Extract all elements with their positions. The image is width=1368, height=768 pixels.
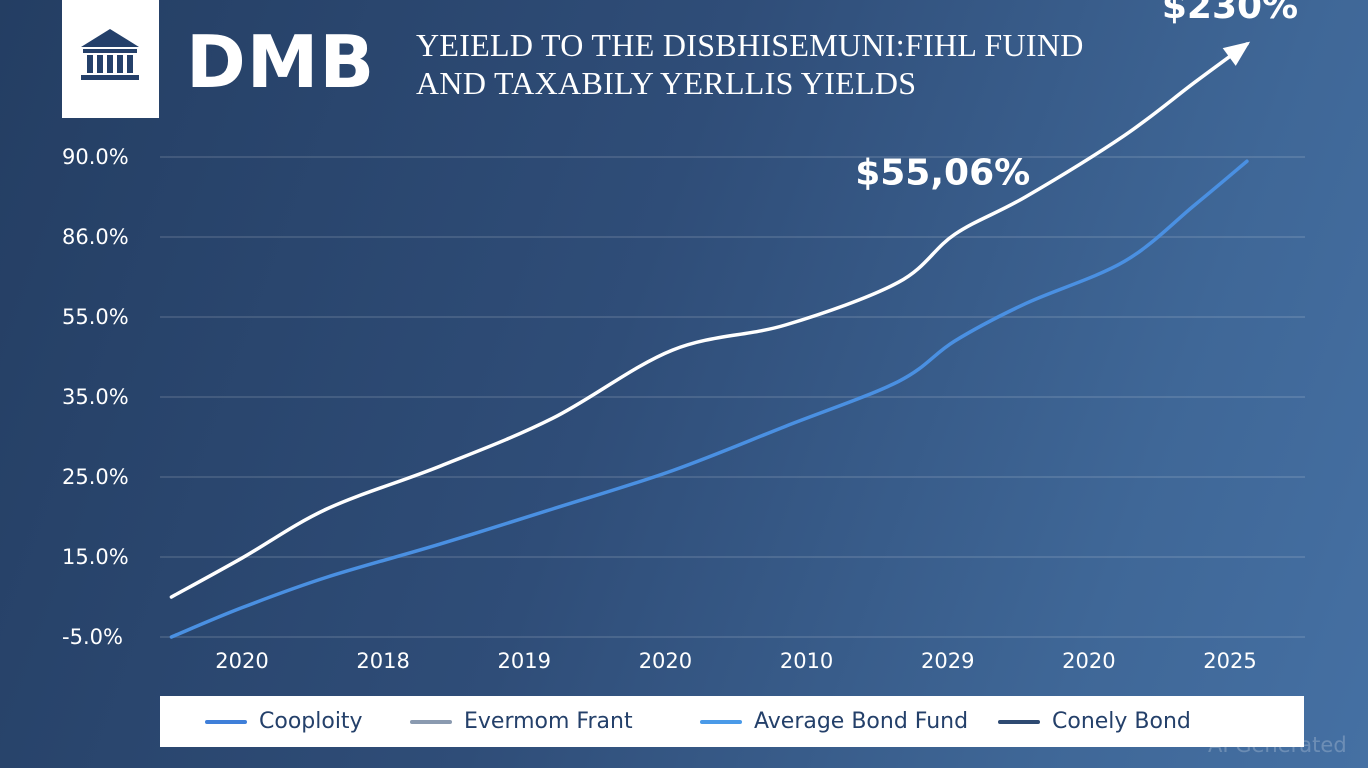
chart-title-line-2: AND TAXABILY YERLLIS YIELDS: [416, 65, 917, 101]
legend-swatch: [205, 719, 247, 724]
logo: [62, 0, 159, 118]
y-tick-label: 86.0%: [62, 225, 129, 249]
y-tick-label: -5.0%: [62, 625, 123, 649]
bank-building-icon: [81, 29, 139, 80]
legend-swatch: [998, 719, 1040, 724]
x-tick-label: 2029: [921, 649, 974, 673]
legend-label: Cooploity: [259, 709, 363, 734]
x-tick-label: 2020: [639, 649, 692, 673]
chart-title: YEIELD TO THE DISBHISEMUNI:FIHL FUIND AN…: [416, 26, 1084, 102]
legend-item: Conely Bond: [998, 696, 1191, 747]
x-tick-label: 2018: [356, 649, 409, 673]
series-arrowhead: [1222, 41, 1251, 66]
legend-label: Conely Bond: [1052, 709, 1191, 734]
x-tick-label: 2020: [215, 649, 268, 673]
legend-swatch: [410, 719, 452, 724]
y-axis-tick-labels: 90.0% 86.0% 55.0% 35.0% 25.0% 15.0% -5.0%: [62, 145, 129, 649]
chart-legend: Cooploity Evermom Frant Average Bond Fund C…: [160, 696, 1304, 747]
chart-series: [169, 41, 1251, 639]
series-line-1: [169, 42, 1249, 599]
x-tick-label: 2025: [1203, 649, 1256, 673]
chart-gridlines: [160, 156, 1305, 638]
y-tick-label: 25.0%: [62, 465, 129, 489]
legend-item: Cooploity: [205, 696, 363, 747]
chart-annotations: $230% $55,06%: [855, 0, 1298, 193]
series-line-2: [169, 159, 1249, 639]
data-annotation: $55,06%: [855, 152, 1030, 193]
y-tick-label: 55.0%: [62, 305, 129, 329]
y-tick-label: 35.0%: [62, 385, 129, 409]
chart-title-line-1: YEIELD TO THE DISBHISEMUNI:FIHL FUIND: [416, 27, 1084, 63]
y-tick-label: 90.0%: [62, 145, 129, 169]
watermark: AI Generated: [1208, 733, 1347, 757]
x-tick-label: 2019: [498, 649, 551, 673]
legend-swatch: [700, 719, 742, 724]
y-tick-label: 15.0%: [62, 545, 129, 569]
brand-name: DMB: [186, 20, 376, 104]
legend-item: Average Bond Fund: [700, 696, 968, 747]
legend-label: Evermom Frant: [464, 709, 633, 734]
legend-item: Evermom Frant: [410, 696, 633, 747]
legend-label: Average Bond Fund: [754, 709, 969, 734]
data-annotation: $230%: [1162, 0, 1298, 27]
x-axis-tick-labels: 2020 2018 2019 2020 2010 2029 2020 2025: [215, 649, 1256, 673]
x-tick-label: 2010: [780, 649, 833, 673]
x-tick-label: 2020: [1062, 649, 1115, 673]
